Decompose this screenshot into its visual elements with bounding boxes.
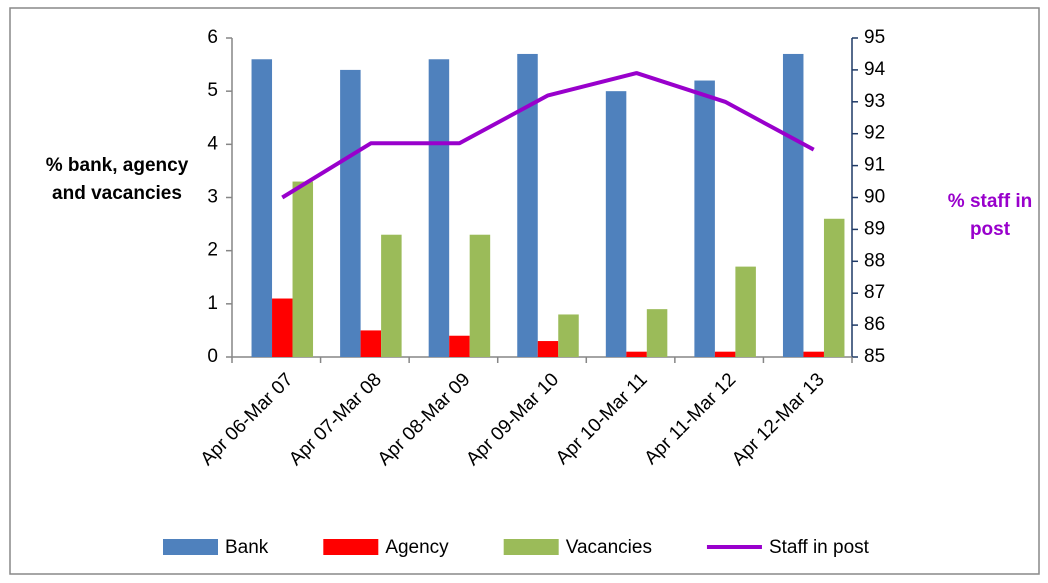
bar	[694, 80, 715, 358]
legend-swatch	[323, 539, 379, 555]
bar	[360, 330, 382, 357]
bar	[803, 351, 824, 357]
legend-swatch	[163, 539, 218, 555]
bar	[646, 309, 668, 357]
bar	[292, 181, 314, 357]
bar	[823, 218, 845, 357]
y2-tick-label: 95	[864, 27, 885, 48]
bar	[340, 69, 361, 358]
y2-tick-label: 90	[864, 187, 885, 208]
y2-axis-title: % staff in post	[947, 191, 1033, 240]
y-tick-label: 3	[207, 187, 218, 208]
bar	[517, 53, 538, 357]
y2-tick-label: 92	[864, 123, 885, 144]
legend-label: Staff in post	[769, 537, 870, 558]
legend-swatch	[503, 539, 559, 555]
legend-label: Bank	[225, 537, 269, 558]
y2-tick-label: 93	[864, 91, 885, 112]
bar	[782, 53, 804, 357]
bar	[605, 91, 627, 358]
bar	[428, 59, 450, 358]
y-axis-title: % bank, agency and vacancies	[45, 155, 189, 204]
y2-tick-label: 85	[864, 346, 885, 367]
y2-tick-label: 89	[864, 218, 885, 239]
bar	[251, 59, 273, 358]
legend-label: Agency	[385, 537, 449, 558]
bar	[469, 234, 491, 357]
bar	[537, 341, 559, 357]
y-tick-label: 4	[207, 133, 218, 154]
y2-tick-label: 87	[864, 282, 885, 303]
bar	[735, 266, 756, 357]
y2-tick-label: 94	[864, 59, 886, 80]
bar	[272, 298, 293, 357]
y-tick-label: 5	[207, 80, 218, 101]
bar	[558, 314, 579, 357]
y2-tick-label: 91	[864, 155, 885, 176]
bar	[714, 351, 736, 357]
y-tick-label: 1	[207, 293, 218, 314]
bar	[449, 335, 470, 357]
bar	[381, 234, 402, 357]
y2-tick-label: 88	[864, 250, 885, 271]
y-tick-label: 2	[207, 240, 218, 261]
y-tick-label: 0	[207, 346, 218, 367]
y-tick-label: 6	[207, 27, 218, 48]
y2-tick-label: 86	[864, 314, 885, 335]
legend-label: Vacancies	[566, 537, 652, 558]
line	[281, 71, 815, 200]
bar	[626, 351, 647, 357]
